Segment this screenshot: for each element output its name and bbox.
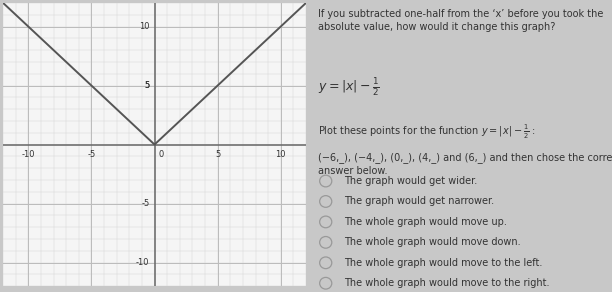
Text: 5: 5: [144, 81, 149, 90]
Text: -5: -5: [141, 199, 149, 208]
Text: -10: -10: [21, 150, 35, 159]
Text: -5: -5: [88, 150, 95, 159]
Text: Plot these points for the function $y = |x| - \frac{1}{2}$ :: Plot these points for the function $y = …: [318, 123, 536, 141]
Text: -10: -10: [136, 258, 149, 267]
Text: The graph would get wider.: The graph would get wider.: [344, 176, 477, 186]
Text: (−6,_), (−4,_), (0,_), (4,_) and (6,_) and then chose the correct
answer below.: (−6,_), (−4,_), (0,_), (4,_) and (6,_) a…: [318, 152, 612, 176]
Text: The graph would get narrower.: The graph would get narrower.: [344, 197, 494, 206]
Text: 10: 10: [139, 22, 149, 31]
Text: If you subtracted one-half from the ‘x’ before you took the
absolute value, how : If you subtracted one-half from the ‘x’ …: [318, 9, 603, 32]
Text: $y = |x| - \frac{1}{2}$: $y = |x| - \frac{1}{2}$: [318, 76, 380, 98]
Text: 0: 0: [159, 150, 164, 159]
Text: 5: 5: [215, 150, 220, 159]
Text: The whole graph would move to the right.: The whole graph would move to the right.: [344, 278, 550, 288]
Text: The whole graph would move to the left.: The whole graph would move to the left.: [344, 258, 542, 268]
Text: 5: 5: [144, 81, 149, 90]
Text: The whole graph would move down.: The whole graph would move down.: [344, 237, 521, 247]
Text: The whole graph would move up.: The whole graph would move up.: [344, 217, 507, 227]
Text: 10: 10: [275, 150, 286, 159]
